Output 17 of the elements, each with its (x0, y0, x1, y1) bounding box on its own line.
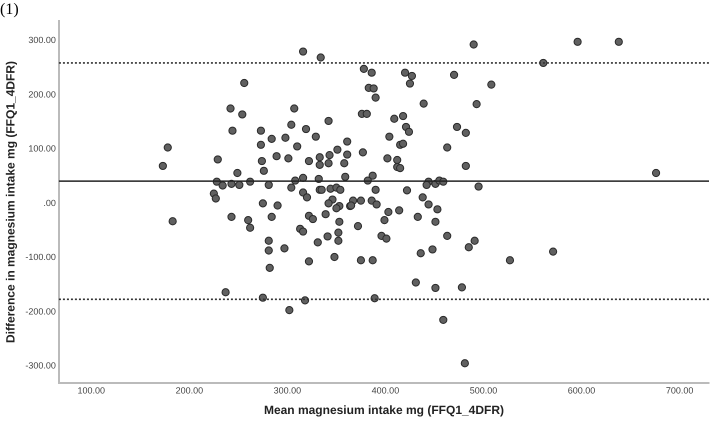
x-tick-label: 600.00 (568, 386, 596, 396)
x-axis-title: Mean magnesium intake mg (FFQ1_4DFR) (264, 403, 504, 418)
y-axis-title: Difference in magnesium intake mg (FFQ1_4DFR) (4, 60, 18, 344)
x-tick-label: 700.00 (666, 386, 694, 396)
y-tick-label: 100.00 (28, 144, 56, 154)
y-tick-label: .00 (43, 198, 56, 208)
y-tick-label: -200.00 (25, 306, 56, 316)
x-tick-label: 200.00 (176, 386, 204, 396)
y-tick-label: -100.00 (25, 252, 56, 262)
x-tick-label: 300.00 (274, 386, 302, 396)
y-tick-label: 300.00 (28, 35, 56, 46)
chart-title: (1) (0, 0, 19, 18)
x-tick-label: 400.00 (372, 386, 400, 396)
x-tick-label: 100.00 (78, 386, 106, 396)
y-tick-label: -300.00 (25, 360, 56, 370)
x-tick-label: 500.00 (470, 386, 498, 396)
y-tick-label: 200.00 (28, 89, 56, 100)
